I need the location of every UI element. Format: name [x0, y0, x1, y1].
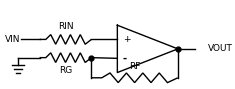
Text: VIN: VIN [5, 35, 20, 44]
Text: RG: RG [59, 66, 72, 74]
Text: VOUT: VOUT [208, 44, 233, 53]
Text: -: - [123, 53, 127, 63]
Text: +: + [123, 35, 130, 44]
Text: RF: RF [129, 62, 140, 71]
Text: RIN: RIN [58, 22, 73, 31]
